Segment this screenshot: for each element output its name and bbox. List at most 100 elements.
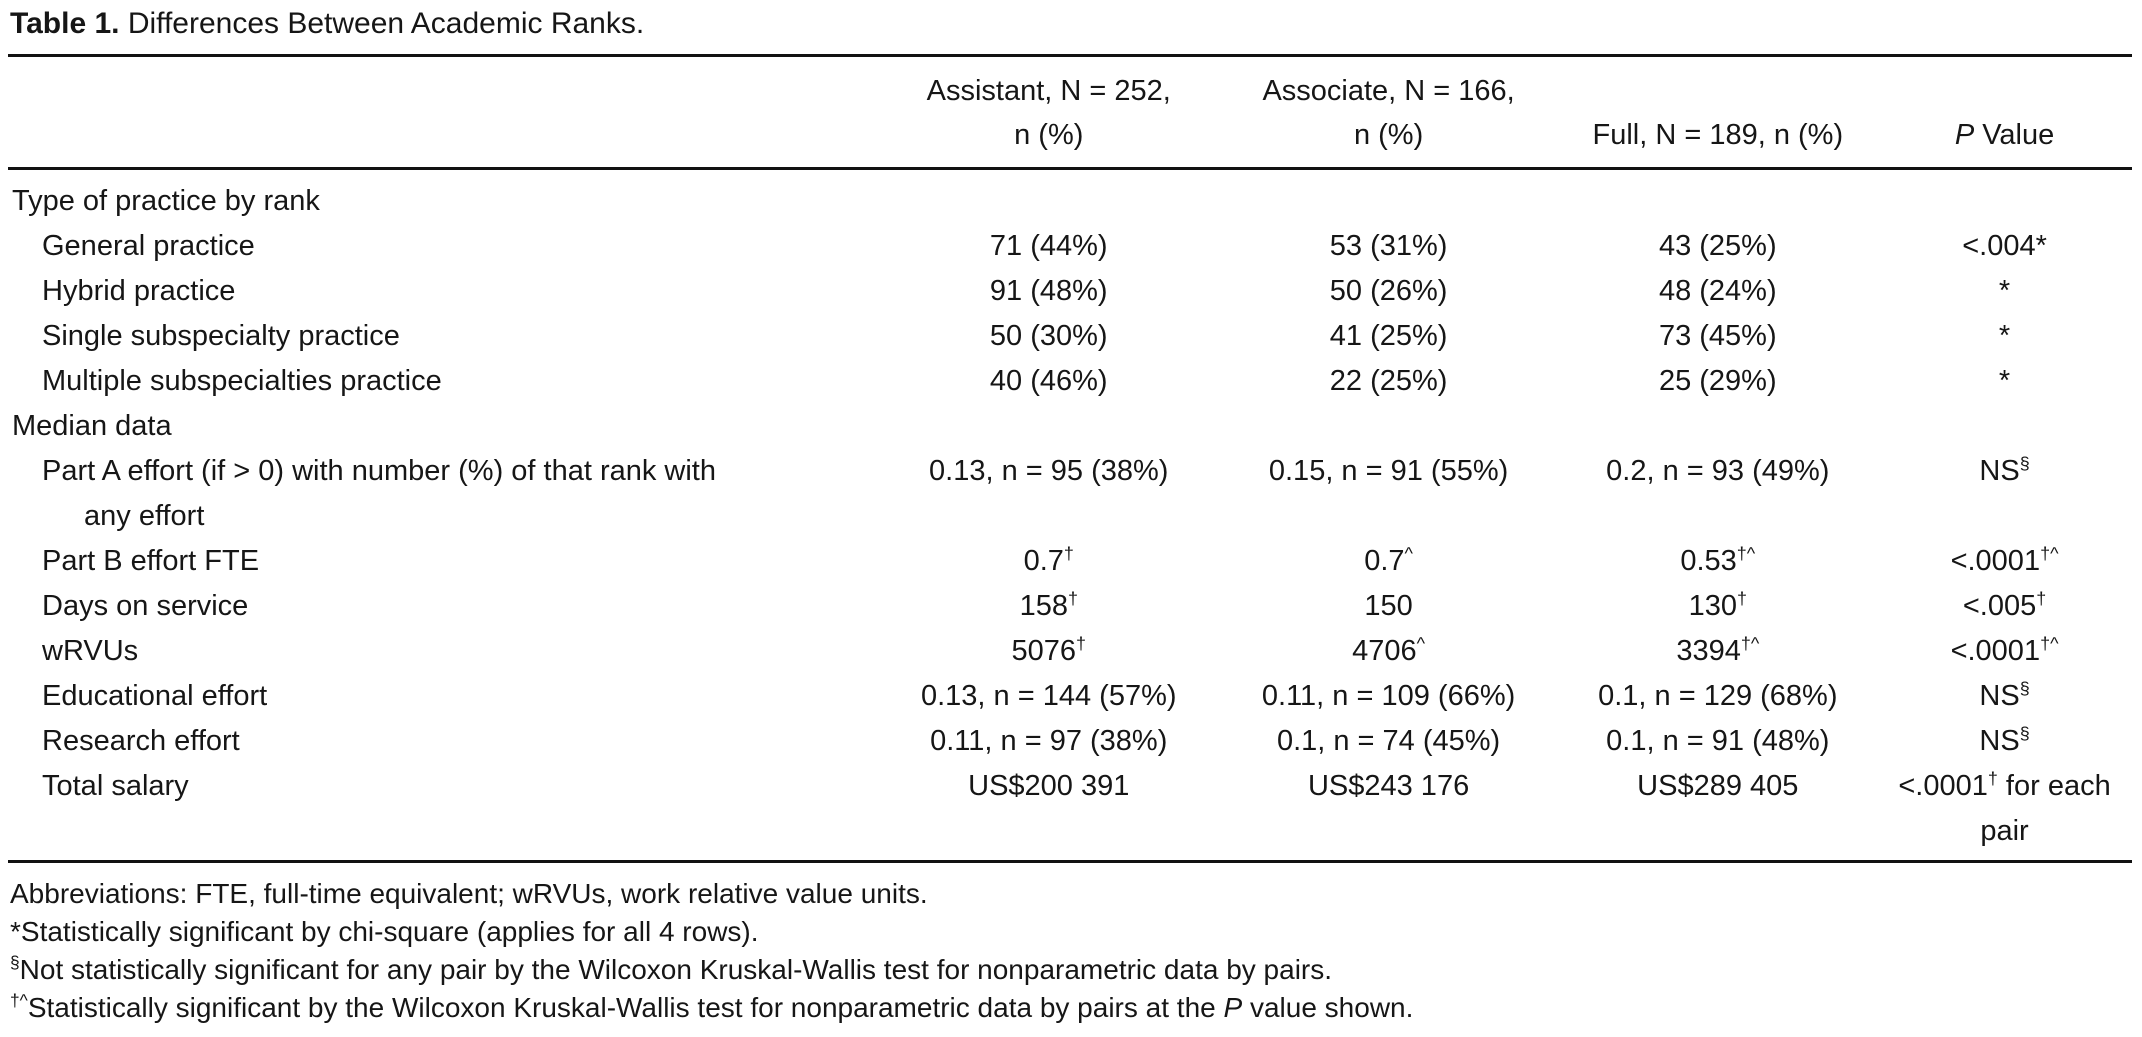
cell-full: 130† [1688, 588, 1747, 622]
cell-pvalue: NS§ [1979, 678, 2030, 712]
header-row: Assistant, N = 252, n (%) Associate, N =… [8, 55, 2132, 170]
cell-pvalue: <.0001†^ [1950, 633, 2059, 667]
header-assistant-line2: n (%) [1014, 119, 1084, 151]
header-pvalue-line: P Value [1883, 113, 2126, 157]
cell-full: 0.1, n = 129 (68%) [1598, 680, 1838, 712]
header-assistant-line1: Assistant, N = 252, [926, 75, 1171, 107]
cell-assistant: 0.13, n = 95 (38%) [929, 455, 1169, 487]
cell-pvalue: * [1998, 275, 2011, 307]
header-associate-line1: Associate, N = 166, [1262, 75, 1515, 107]
cell-associate: 0.11, n = 109 (66%) [1261, 680, 1516, 712]
cell-associate: 50 (26%) [1329, 275, 1448, 307]
table-row: Multiple subspecialties practice 40 (46%… [8, 359, 2132, 404]
table-row: Single subspecialty practice 50 (30%) 41… [8, 314, 2132, 359]
table-row: Research effort 0.11, n = 97 (38%) 0.1, … [8, 719, 2132, 764]
cell-pvalue: * [1998, 320, 2011, 352]
cell-associate [1219, 169, 1559, 225]
cell-pvalue [1877, 404, 2132, 449]
header-full: Full, N = 189, n (%) [1558, 55, 1878, 170]
table-title: Table 1. Differences Between Academic Ra… [8, 4, 2132, 54]
header-full-line: Full, N = 189, n (%) [1592, 119, 1844, 151]
cell-associate: 53 (31%) [1329, 230, 1448, 262]
cell-assistant [879, 169, 1219, 225]
cell-full [1559, 169, 1878, 225]
cell-assistant: 158† [1019, 588, 1078, 622]
header-pvalue: P Value [1877, 55, 2132, 170]
cell-assistant: 0.7† [1023, 543, 1074, 577]
footnote-section-sign: §Not statistically significant for any p… [10, 952, 1333, 985]
table-row: Type of practice by rank [8, 169, 2132, 225]
cell-full: 0.1, n = 91 (48%) [1606, 725, 1830, 757]
cell-associate: 150 [1364, 590, 1413, 622]
row-label: Hybrid practice [42, 275, 236, 307]
cell-full: 73 (45%) [1658, 320, 1777, 352]
table-row: Days on service 158† 150 130† <.005† [8, 584, 2132, 629]
pvalue-italic-p: P [1954, 119, 1975, 151]
cell-pvalue [1877, 169, 2132, 225]
cell-pvalue: <.0001†^ [1950, 543, 2059, 577]
cell-associate: 41 (25%) [1329, 320, 1448, 352]
table-header: Assistant, N = 252, n (%) Associate, N =… [8, 55, 2132, 170]
cell-pvalue: <.0001† for each pair [1898, 768, 2111, 847]
row-label: Single subspecialty practice [42, 320, 400, 352]
header-associate-line2: n (%) [1353, 119, 1424, 151]
footnote-asterisk: *Statistically significant by chi-square… [10, 916, 759, 947]
cell-pvalue: NS§ [1979, 723, 2030, 757]
table-row: Educational effort 0.13, n = 144 (57%) 0… [8, 674, 2132, 719]
cell-associate: US$243 176 [1307, 770, 1470, 802]
cell-full: 48 (24%) [1658, 275, 1777, 307]
row-label: Educational effort [42, 680, 268, 712]
footnote-dagger-caret: †^Statistically significant by the Wilco… [10, 990, 1414, 1023]
header-associate: Associate, N = 166, n (%) [1218, 55, 1559, 170]
cell-full: 0.53†^ [1680, 543, 1756, 577]
row-label: Type of practice by rank [12, 185, 320, 217]
academic-ranks-table: Assistant, N = 252, n (%) Associate, N =… [8, 54, 2132, 863]
cell-assistant: 50 (30%) [989, 320, 1108, 352]
row-label: Median data [12, 410, 172, 442]
footnote-abbreviations: Abbreviations: FTE, full-time equivalent… [10, 878, 928, 909]
table-row: Total salary US$200 391 US$243 176 US$28… [8, 764, 2132, 862]
cell-full: 3394†^ [1676, 633, 1760, 667]
cell-assistant: US$200 391 [968, 770, 1130, 802]
cell-pvalue: NS§ [1979, 453, 2030, 487]
row-label: Total salary [42, 770, 189, 802]
table-row: General practice 71 (44%) 53 (31%) 43 (2… [8, 224, 2132, 269]
cell-assistant: 0.11, n = 97 (38%) [930, 725, 1168, 757]
table-row: Part B effort FTE 0.7† 0.7^ 0.53†^ <.000… [8, 539, 2132, 584]
cell-pvalue: <.004* [1962, 230, 2047, 262]
cell-full: US$289 405 [1637, 770, 1799, 802]
footnotes: Abbreviations: FTE, full-time equivalent… [8, 863, 2132, 1027]
cell-assistant: 71 (44%) [989, 230, 1108, 262]
table-body: Type of practice by rank General practic… [8, 169, 2132, 862]
table-row: wRVUs 5076† 4706^ 3394†^ <.0001†^ [8, 629, 2132, 674]
table-row: Part A effort (if > 0) with number (%) o… [8, 449, 2132, 539]
cell-assistant: 40 (46%) [989, 365, 1108, 397]
cell-associate: 4706^ [1352, 633, 1426, 667]
cell-assistant [879, 404, 1219, 449]
table-caption: Differences Between Academic Ranks. [119, 7, 645, 40]
cell-full: 43 (25%) [1658, 230, 1777, 262]
cell-full: 0.2, n = 93 (49%) [1606, 455, 1830, 487]
cell-pvalue: <.005† [1962, 588, 2047, 622]
cell-associate [1219, 404, 1559, 449]
cell-associate: 0.1, n = 74 (45%) [1276, 725, 1501, 757]
row-label: Part A effort (if > 0) with number (%) o… [42, 455, 716, 532]
cell-associate: 22 (25%) [1329, 365, 1448, 397]
pvalue-rest: Value [1974, 119, 2055, 151]
cell-full [1559, 404, 1878, 449]
cell-associate: 0.7^ [1364, 543, 1413, 577]
table-row: Hybrid practice 91 (48%) 50 (26%) 48 (24… [8, 269, 2132, 314]
row-label: Multiple subspecialties practice [42, 365, 442, 397]
cell-assistant: 91 (48%) [989, 275, 1108, 307]
row-label: General practice [42, 230, 255, 262]
cell-assistant: 0.13, n = 144 (57%) [920, 680, 1177, 712]
header-assistant: Assistant, N = 252, n (%) [878, 55, 1219, 170]
row-label: Days on service [42, 590, 249, 622]
header-label-column [8, 55, 879, 170]
cell-pvalue: * [1998, 365, 2011, 397]
row-label: Research effort [42, 725, 240, 757]
row-label: Part B effort FTE [42, 545, 260, 577]
cell-assistant: 5076† [1011, 633, 1087, 667]
table-number: Table 1. [10, 7, 120, 40]
